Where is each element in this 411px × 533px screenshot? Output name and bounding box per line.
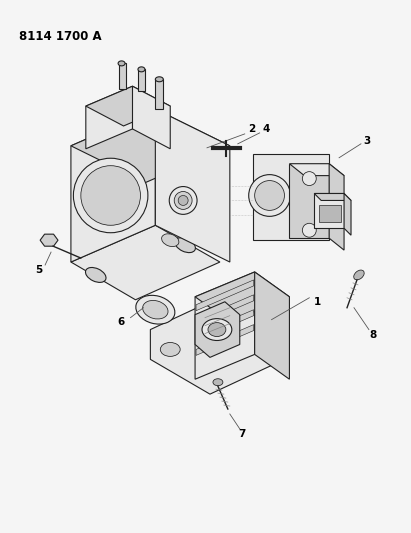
Polygon shape xyxy=(289,164,344,175)
Ellipse shape xyxy=(138,67,145,72)
Polygon shape xyxy=(253,154,329,240)
Polygon shape xyxy=(255,272,289,379)
Ellipse shape xyxy=(143,301,168,319)
Ellipse shape xyxy=(178,196,188,205)
Text: 8: 8 xyxy=(369,329,376,340)
Text: 6: 6 xyxy=(117,317,124,327)
Polygon shape xyxy=(139,69,145,91)
Ellipse shape xyxy=(162,234,179,247)
Polygon shape xyxy=(329,164,344,250)
Ellipse shape xyxy=(175,238,195,253)
Text: 8114 1700 A: 8114 1700 A xyxy=(19,30,102,43)
Polygon shape xyxy=(71,109,230,183)
Polygon shape xyxy=(196,310,254,341)
Ellipse shape xyxy=(169,187,197,214)
Text: 7: 7 xyxy=(238,429,245,439)
Ellipse shape xyxy=(208,322,226,336)
Ellipse shape xyxy=(354,270,364,280)
Text: 5: 5 xyxy=(35,265,43,275)
Polygon shape xyxy=(196,295,254,326)
Polygon shape xyxy=(150,295,284,394)
Polygon shape xyxy=(319,205,341,222)
Text: 1: 1 xyxy=(314,297,321,307)
Text: 2: 2 xyxy=(248,124,255,134)
Ellipse shape xyxy=(155,77,163,82)
Polygon shape xyxy=(40,234,58,246)
Ellipse shape xyxy=(202,319,232,341)
Ellipse shape xyxy=(136,295,175,324)
Polygon shape xyxy=(314,193,351,200)
Ellipse shape xyxy=(249,175,291,216)
Polygon shape xyxy=(196,280,254,311)
Polygon shape xyxy=(86,86,170,126)
Polygon shape xyxy=(195,272,255,379)
Ellipse shape xyxy=(118,61,125,66)
Ellipse shape xyxy=(74,158,148,233)
Ellipse shape xyxy=(258,308,277,321)
Ellipse shape xyxy=(160,343,180,357)
Ellipse shape xyxy=(174,191,192,209)
Polygon shape xyxy=(71,109,155,262)
Polygon shape xyxy=(195,272,289,321)
Polygon shape xyxy=(86,86,132,149)
Ellipse shape xyxy=(81,166,141,225)
Polygon shape xyxy=(314,193,344,228)
Polygon shape xyxy=(196,325,254,356)
Polygon shape xyxy=(155,79,163,109)
Text: 4: 4 xyxy=(263,124,270,134)
Polygon shape xyxy=(155,109,230,262)
Ellipse shape xyxy=(85,268,106,282)
Text: 3: 3 xyxy=(363,136,371,146)
Polygon shape xyxy=(195,302,240,358)
Polygon shape xyxy=(71,225,220,300)
Ellipse shape xyxy=(302,172,316,185)
Polygon shape xyxy=(289,164,329,238)
Ellipse shape xyxy=(255,181,284,211)
Polygon shape xyxy=(119,63,125,89)
Polygon shape xyxy=(132,86,170,149)
Ellipse shape xyxy=(302,223,316,237)
Ellipse shape xyxy=(213,379,223,386)
Polygon shape xyxy=(344,193,351,235)
